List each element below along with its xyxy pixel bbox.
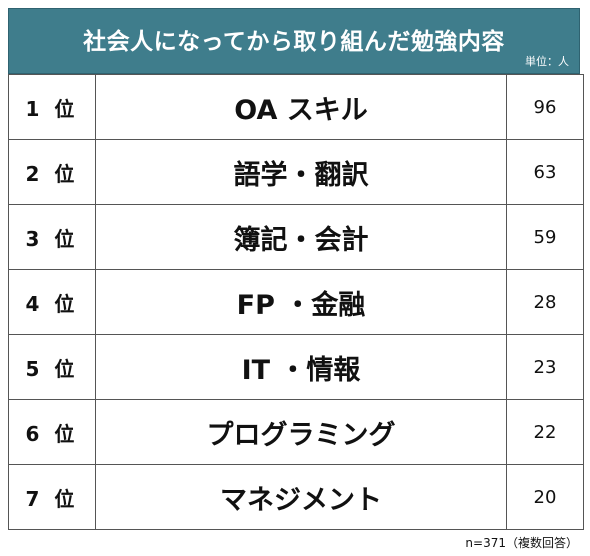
table-row: 1 位 OA スキル 96 [8,74,584,140]
table-row: 5 位 IT ・情報 23 [8,334,584,400]
value-cell: 28 [506,269,584,335]
rank-cell: 5 位 [8,334,96,400]
rank-cell: 2 位 [8,139,96,205]
value-cell: 96 [506,74,584,140]
table-row: 6 位 プログラミング 22 [8,399,584,465]
value-cell: 20 [506,464,584,530]
value-cell: 22 [506,399,584,465]
table-row: 7 位 マネジメント 20 [8,464,584,530]
value-cell: 63 [506,139,584,205]
rank-cell: 4 位 [8,269,96,335]
item-cell: OA スキル [95,74,507,140]
table-row: 2 位 語学・翻訳 63 [8,139,584,205]
rank-cell: 1 位 [8,74,96,140]
sample-note: n=371（複数回答） [465,536,578,550]
item-cell: マネジメント [95,464,507,530]
item-cell: IT ・情報 [95,334,507,400]
item-cell: FP ・金融 [95,269,507,335]
table-row: 4 位 FP ・金融 28 [8,269,584,335]
value-cell: 59 [506,204,584,270]
rank-cell: 3 位 [8,204,96,270]
rank-cell: 7 位 [8,464,96,530]
unit-label: 単位：人 [525,55,569,68]
ranking-table: 1 位 OA スキル 96 2 位 語学・翻訳 63 3 位 簿記・会計 59 … [8,74,584,530]
item-cell: プログラミング [95,399,507,465]
rank-cell: 6 位 [8,399,96,465]
table-row: 3 位 簿記・会計 59 [8,204,584,270]
chart-title: 社会人になってから取り組んだ勉強内容 [83,29,505,55]
table-header: 社会人になってから取り組んだ勉強内容 単位：人 [8,8,580,74]
item-cell: 語学・翻訳 [95,139,507,205]
item-cell: 簿記・会計 [95,204,507,270]
value-cell: 23 [506,334,584,400]
